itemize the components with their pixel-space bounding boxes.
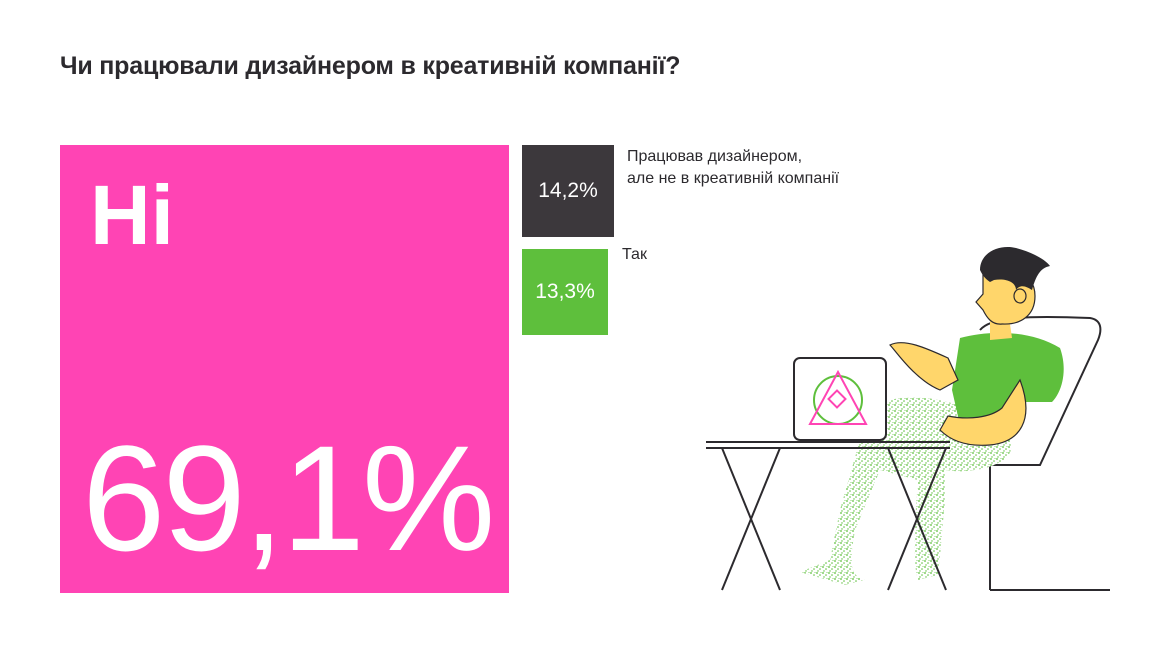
shirt-shape (952, 332, 1064, 427)
legs-shape (800, 397, 1012, 585)
table-shape (706, 441, 950, 591)
legend-designer-not-creative-line-1: Працював дизайнером, (627, 148, 803, 165)
tile-designer-not-creative-value: 14,2% (538, 179, 598, 202)
chart-title: Чи працювали дизайнером в креативній ком… (60, 52, 681, 80)
arm-shape (939, 378, 1027, 446)
legend-designer-not-creative: Працював дизайнером, але не в креативній… (627, 146, 927, 190)
tile-no-label: Ні (90, 168, 174, 262)
tile-yes: 13,3% (522, 249, 608, 335)
forearm-shape (888, 342, 959, 391)
legend-yes: Так (622, 246, 647, 263)
ear-shape (1013, 288, 1027, 304)
legend-designer-not-creative-line-2: але не в креативній компанії (627, 170, 840, 187)
designer-at-laptop-illustration (706, 246, 1110, 591)
tile-yes-value: 13,3% (535, 280, 595, 303)
hair-shape (980, 246, 1050, 290)
tile-designer-not-creative: 14,2% (522, 145, 614, 237)
tile-no-value: 69,1% (82, 414, 495, 582)
tile-no: Ні 69,1% (60, 145, 509, 593)
